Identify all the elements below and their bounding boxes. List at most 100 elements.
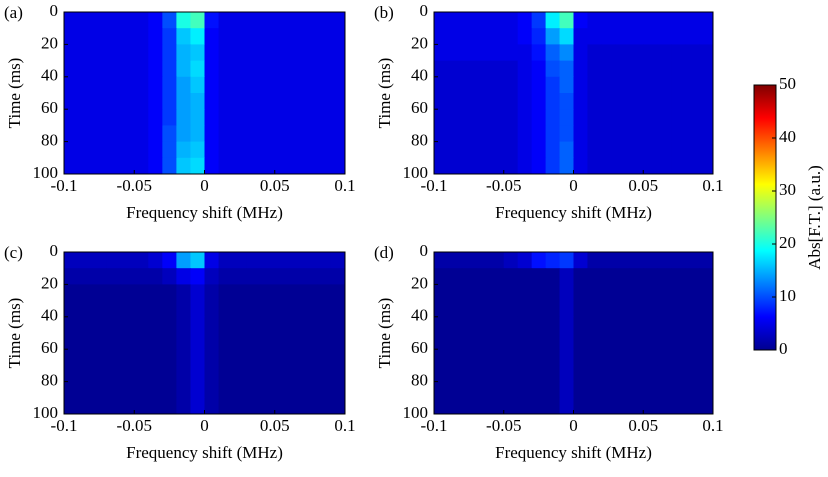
y-tick-label: 80 [411,371,428,390]
panel-label: (c) [4,243,23,262]
colorbar-tick-label: 10 [779,286,796,305]
x-tick-label: 0.1 [702,176,723,195]
heatmap-cell [106,125,121,143]
heatmap-cell [288,44,304,62]
heatmap-cell [190,76,205,94]
heatmap-cell [601,252,616,269]
heatmap-cell [434,333,449,350]
heatmap-cell [176,397,191,415]
heatmap-cell [489,44,505,62]
heatmap-cell [120,349,135,366]
heatmap-cell [274,141,290,159]
x-axis-label: Frequency shift (MHz) [495,203,652,222]
heatmap-cell [699,76,714,94]
heatmap-cell [657,12,672,29]
heatmap-cell [162,349,177,366]
heatmap-cell [260,284,276,302]
heatmap-cell [559,349,574,366]
heatmap-cell [162,125,177,143]
heatmap-cell [106,397,121,415]
heatmap-cell [64,93,79,110]
heatmap-cell [601,93,616,110]
heatmap-cell [447,300,463,318]
heatmap-cell [218,316,234,334]
heatmap-cell [685,60,700,78]
heatmap-cell [162,397,177,415]
heatmap-cell [64,141,79,159]
heatmap-cell [643,365,658,383]
heatmap-cell [316,44,332,62]
heatmap-cell [218,365,234,383]
heatmap-cell [503,349,519,366]
heatmap-cell [615,93,630,110]
heatmap-cell [148,252,163,269]
heatmap-cell [447,125,463,143]
heatmap-cell [288,333,304,350]
heatmap-cell [78,141,93,159]
x-tick-label: -0.1 [421,416,448,435]
heatmap-cell [531,93,547,110]
heatmap-cell [176,381,191,399]
heatmap-cell [531,44,547,62]
heatmap-cell [134,316,149,334]
heatmap-cell [615,300,630,318]
heatmap-cell [601,44,616,62]
heatmap-cell [629,365,644,383]
heatmap-cell [316,333,332,350]
heatmap-cell [503,93,519,110]
heatmap-cell [92,397,107,415]
heatmap-cell [447,252,463,269]
heatmap-cell [92,349,107,366]
heatmap-cell [489,157,505,175]
heatmap-cell [685,12,700,29]
panel-label: (b) [374,3,394,22]
heatmap-cell [517,349,533,366]
heatmap-cell [288,109,304,126]
heatmap-cell [316,76,332,94]
heatmap-cell [176,252,191,269]
heatmap-cell [120,300,135,318]
heatmap-cell [531,252,547,269]
heatmap-cell [204,284,220,302]
heatmap-cell [615,60,630,78]
heatmap-cell [78,12,93,29]
heatmap-cell [629,93,644,110]
heatmap-cell [699,381,714,399]
heatmap-cell [204,381,220,399]
heatmap-cell [587,268,602,285]
heatmap-cell [447,93,463,110]
heatmap-cell [685,284,700,302]
heatmap-cell [330,252,346,269]
heatmap-cell [232,381,248,399]
heatmap-cell [176,141,191,159]
heatmap-cell [657,44,672,62]
heatmap-cell [330,109,346,126]
heatmap-cell [246,12,262,29]
heatmap-cell [699,365,714,383]
heatmap-cell [545,93,561,110]
panel-label: (a) [4,3,23,22]
heatmap-cell [148,300,163,318]
heatmap-cell [573,333,588,350]
heatmap-cell [517,316,533,334]
heatmap-cell [288,268,304,285]
heatmap-cell [629,141,644,159]
heatmap-cell [120,268,135,285]
heatmap-cell [601,268,616,285]
heatmap-cell [274,397,290,415]
heatmap-cell [559,316,574,334]
heatmap-cell [246,300,262,318]
heatmap-cell [643,333,658,350]
heatmap-cell [461,349,477,366]
heatmap-cell [232,109,248,126]
heatmap-cell [330,157,346,175]
heatmap-cell [559,125,574,143]
heatmap-cell [148,60,163,78]
heatmap-cell [120,109,135,126]
heatmap-cell [573,349,588,366]
heatmap-cell [316,60,332,78]
heatmap-cell [316,93,332,110]
x-tick-label: -0.05 [486,416,521,435]
heatmap-cell [643,60,658,78]
heatmap-cell [246,141,262,159]
